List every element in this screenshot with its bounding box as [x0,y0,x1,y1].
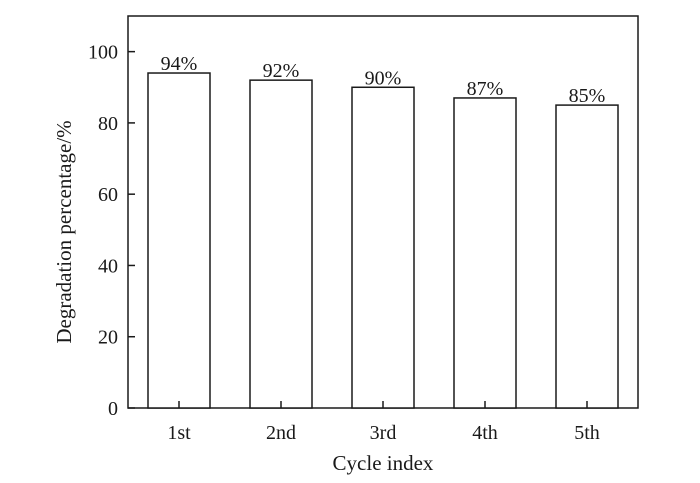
x-tick-label: 4th [472,422,498,444]
data-label-1st: 94% [161,53,198,75]
x-axis: 1st 2nd 3rd 4th 5th [167,401,600,444]
x-tick-label: 2nd [266,422,296,444]
x-tick-label: 5th [574,422,600,444]
data-label-5th: 85% [569,85,606,107]
bar-1st [147,72,211,409]
y-axis-title: Degradation percentage/% [52,120,76,343]
data-label-4th: 87% [467,78,504,100]
y-tick-label: 0 [108,398,118,420]
bar-2nd [249,79,313,409]
bar-3rd [351,86,415,409]
y-tick-label: 100 [88,42,118,64]
x-axis-title: Cycle index [333,451,434,475]
data-label-3rd: 90% [365,67,402,89]
y-tick-label: 20 [98,327,118,349]
x-tick-label: 1st [167,422,191,444]
y-tick-label: 40 [98,255,118,277]
bar-5th [555,104,619,409]
data-labels: 94% 92% 90% 87% 85% [161,53,606,107]
x-tick-label: 3rd [370,422,397,444]
data-label-2nd: 92% [263,60,300,82]
bars [147,72,619,409]
bar-4th [453,97,517,409]
y-tick-label: 60 [98,184,118,206]
y-tick-label: 80 [98,113,118,135]
y-axis: 0 20 40 60 80 100 [88,42,135,420]
